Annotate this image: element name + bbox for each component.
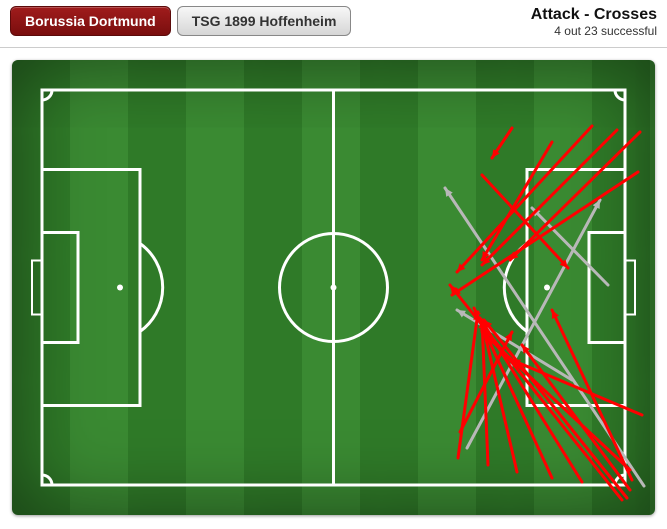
pitch-container	[0, 48, 667, 527]
chart-subtitle: 4 out 23 successful	[531, 24, 657, 38]
tab-team1[interactable]: Borussia Dortmund	[10, 6, 171, 36]
title-block: Attack - Crosses 4 out 23 successful	[531, 6, 657, 38]
header: Borussia Dortmund TSG 1899 Hoffenheim At…	[0, 0, 667, 48]
team-tabs: Borussia Dortmund TSG 1899 Hoffenheim	[10, 6, 351, 36]
chart-title: Attack - Crosses	[531, 6, 657, 24]
crosses-overlay	[12, 60, 655, 515]
pitch	[12, 60, 655, 515]
tab-team2[interactable]: TSG 1899 Hoffenheim	[177, 6, 352, 36]
